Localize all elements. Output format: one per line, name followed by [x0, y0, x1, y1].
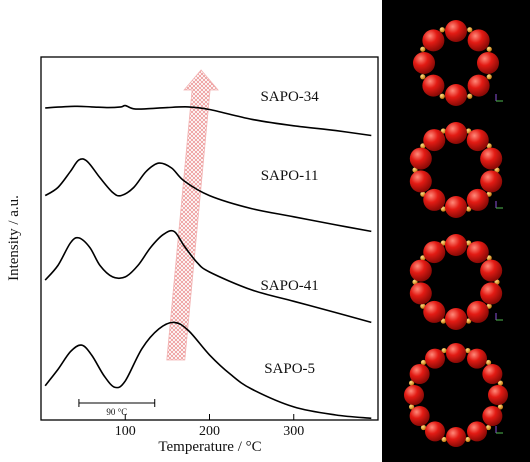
- bridge-atom: [467, 93, 473, 99]
- ring-atom: [480, 147, 503, 170]
- ring-atom: [413, 52, 435, 74]
- ring-atom: [467, 348, 487, 369]
- ring-atom: [422, 74, 445, 97]
- ring-atom: [409, 406, 430, 426]
- ring-atom: [423, 300, 446, 323]
- ring-atom: [480, 282, 503, 305]
- ring-atom: [409, 259, 432, 282]
- x-tick-label: 100: [115, 424, 136, 439]
- series-label-sapo-41: SAPO-41: [260, 278, 318, 294]
- ring-atom: [423, 188, 446, 211]
- bridge-atom: [420, 359, 427, 366]
- bridge-atom: [486, 46, 492, 52]
- ring-atom: [409, 147, 432, 170]
- ring-atom: [423, 129, 446, 152]
- ring-atom: [467, 29, 490, 52]
- bridge-atom: [420, 303, 426, 309]
- ring-sapo-41: [409, 234, 503, 330]
- bridge-atom: [485, 424, 492, 431]
- ring-atom: [445, 122, 467, 144]
- ring-atom: [480, 170, 503, 193]
- curve-sapo-41: [44, 229, 372, 324]
- bridge-atom: [465, 347, 471, 354]
- bridge-atom: [486, 74, 492, 80]
- ring-atom: [422, 29, 445, 52]
- bridge-atom: [439, 27, 445, 33]
- ring-atom: [466, 129, 489, 152]
- ring-atom: [480, 259, 503, 282]
- ring-atom: [425, 421, 445, 442]
- y-axis-label: Intensity / a.u.: [6, 195, 22, 281]
- ring-atom: [445, 84, 467, 106]
- ring-atom: [466, 188, 489, 211]
- bridge-atom: [467, 27, 473, 33]
- ring-atom: [445, 20, 467, 42]
- ring-atom: [488, 385, 508, 405]
- ring-sapo-5: [404, 343, 508, 447]
- bridge-atom: [486, 255, 492, 261]
- ring-sapo-11: [409, 122, 503, 218]
- x-axis-ticks: 100 200 300: [115, 414, 304, 439]
- bridge-atom: [408, 404, 415, 410]
- series-label-sapo-5: SAPO-5: [264, 361, 315, 377]
- ring-atom: [409, 364, 430, 384]
- bridge-atom: [497, 404, 504, 410]
- bridge-atom: [412, 279, 418, 285]
- ring-atom: [482, 406, 503, 426]
- bridge-atom: [486, 143, 492, 149]
- plot-frame: [40, 56, 379, 421]
- bridge-atom: [441, 436, 447, 443]
- x-tick-label: 200: [199, 424, 220, 439]
- ring-atom: [477, 52, 499, 74]
- curve-sapo-34: [45, 104, 372, 137]
- framework-rings: [404, 20, 508, 447]
- bridge-atom: [494, 279, 500, 285]
- ring-atom: [445, 308, 467, 330]
- bridge-atom: [408, 380, 415, 386]
- ring-atom: [466, 300, 489, 323]
- x-axis-label: Temperature / °C: [158, 439, 261, 455]
- bridge-atom: [494, 167, 500, 173]
- bridge-atom: [497, 380, 504, 386]
- bridge-atom: [420, 143, 426, 149]
- bridge-atom: [465, 436, 471, 443]
- bridge-atom: [486, 191, 492, 197]
- curve-sapo-11: [44, 158, 372, 233]
- bridge-atom: [420, 46, 426, 52]
- bridge-atom: [486, 303, 492, 309]
- curves: SAPO-34 SAPO-11 SAPO-41 SAPO-5: [44, 89, 372, 420]
- ring-atom: [445, 234, 467, 256]
- ring-atom: [409, 170, 432, 193]
- bridge-atom: [420, 424, 427, 431]
- ring-atom: [404, 385, 424, 405]
- x-tick-label: 300: [283, 424, 304, 439]
- bridge-atom: [441, 347, 447, 354]
- series-label-sapo-11: SAPO-11: [261, 168, 319, 184]
- bridge-atom: [439, 93, 445, 99]
- structure-panel: [382, 0, 530, 462]
- ring-atom: [446, 427, 466, 447]
- ring-atom: [467, 74, 490, 97]
- scale-bar-label: 90 °C: [106, 407, 127, 417]
- series-label-sapo-34: SAPO-34: [260, 89, 319, 105]
- ring-atom: [482, 364, 503, 384]
- ring-atom: [466, 241, 489, 264]
- bridge-atom: [420, 74, 426, 80]
- ring-atom: [446, 343, 466, 363]
- ring-sapo-34: [413, 20, 503, 106]
- ring-atom: [445, 196, 467, 218]
- bridge-atom: [412, 167, 418, 173]
- bridge-atom: [420, 255, 426, 261]
- ring-atom: [409, 282, 432, 305]
- ring-atom: [423, 241, 446, 264]
- curve-sapo-5: [44, 321, 372, 420]
- bridge-atom: [485, 359, 492, 366]
- ring-atom: [467, 421, 487, 442]
- scale-bar: 90 °C: [78, 399, 156, 417]
- ring-atom: [425, 348, 445, 369]
- bridge-atom: [420, 191, 426, 197]
- trend-arrow: [166, 69, 219, 361]
